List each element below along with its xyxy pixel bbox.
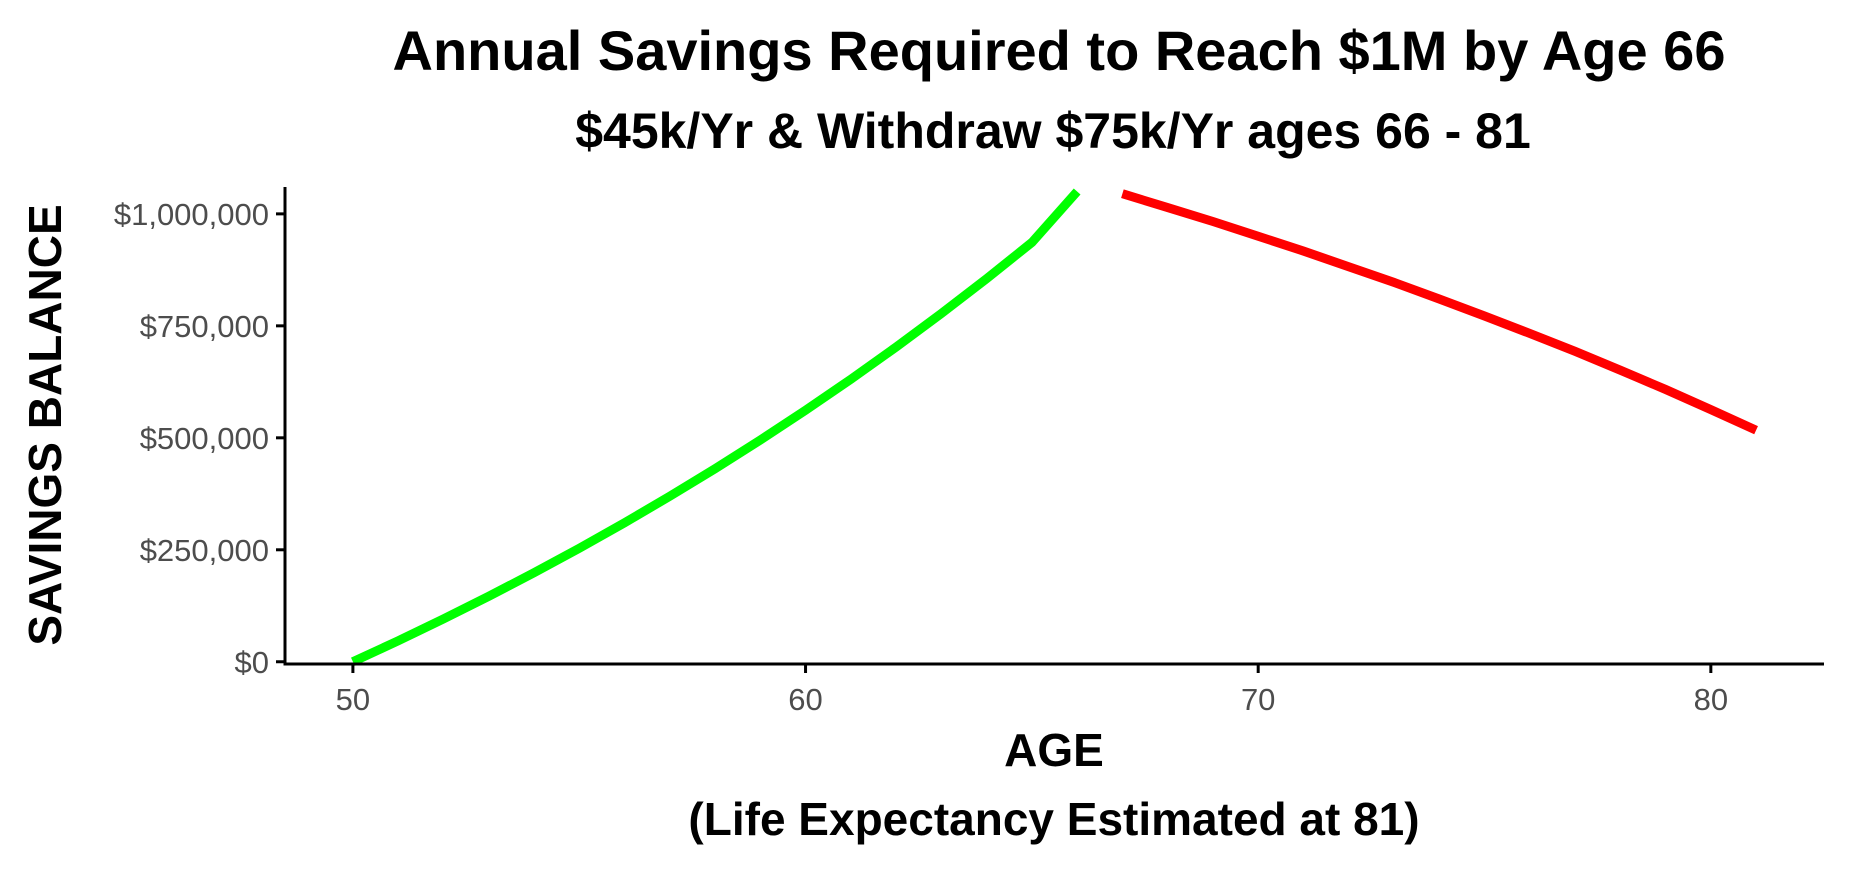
y-axis-title: SAVINGS BALANCE [19, 204, 71, 645]
y-tick-label: $0 [235, 645, 269, 680]
x-tick-label: 80 [1694, 682, 1728, 717]
y-tick-label: $250,000 [140, 533, 269, 568]
chart-title: Annual Savings Required to Reach $1M by … [393, 19, 1726, 82]
y-tick-label: $500,000 [140, 421, 269, 456]
chart-subtitle: $45k/Yr & Withdraw $75k/Yr ages 66 - 81 [575, 103, 1531, 159]
axis-ticks: $0 $250,000 $500,000 $750,000 $1,000,000 50 60… [114, 197, 1728, 717]
y-tick-label: $750,000 [140, 309, 269, 344]
series-line-2 [1121, 189, 1758, 435]
x-tick-label: 50 [336, 682, 370, 717]
series-line-1 [351, 188, 1081, 666]
x-axis-note: (Life Expectancy Estimated at 81) [688, 793, 1419, 845]
y-tick-label: $1,000,000 [114, 197, 269, 232]
x-tick-label: 70 [1241, 682, 1275, 717]
x-tick-label: 60 [788, 682, 822, 717]
plot-area [351, 188, 1758, 666]
x-axis-title: AGE [1004, 724, 1104, 776]
